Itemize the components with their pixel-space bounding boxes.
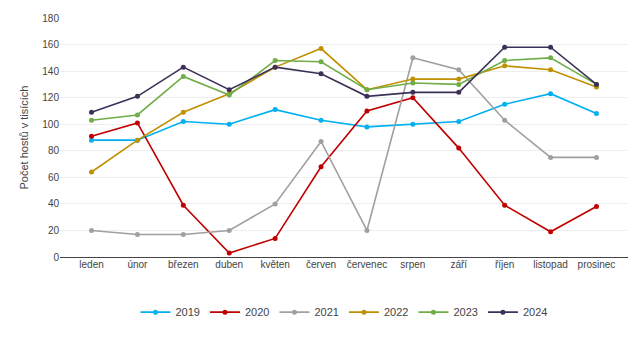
svg-text:prosinec: prosinec: [578, 259, 616, 270]
svg-text:2020: 2020: [245, 306, 269, 318]
svg-text:140: 140: [42, 66, 59, 77]
svg-text:červen: červen: [306, 259, 336, 270]
svg-text:20: 20: [48, 225, 60, 236]
svg-text:100: 100: [42, 119, 59, 130]
svg-text:2021: 2021: [314, 306, 338, 318]
svg-text:květen: květen: [260, 259, 289, 270]
svg-text:Počet hostů v tisících: Počet hostů v tisících: [18, 86, 30, 190]
svg-text:červenec: červenec: [347, 259, 388, 270]
svg-text:duben: duben: [215, 259, 243, 270]
svg-text:září: září: [450, 259, 467, 270]
svg-text:160: 160: [42, 39, 59, 50]
svg-text:0: 0: [53, 252, 59, 263]
svg-text:60: 60: [48, 172, 60, 183]
svg-text:leden: leden: [79, 259, 103, 270]
svg-text:únor: únor: [127, 259, 148, 270]
svg-text:40: 40: [48, 198, 60, 209]
svg-text:80: 80: [48, 145, 60, 156]
svg-text:listopad: listopad: [533, 259, 567, 270]
svg-text:2022: 2022: [384, 306, 408, 318]
svg-text:2019: 2019: [176, 306, 200, 318]
svg-text:2023: 2023: [453, 306, 477, 318]
svg-text:180: 180: [42, 13, 59, 24]
svg-text:2024: 2024: [523, 306, 547, 318]
svg-text:březen: březen: [168, 259, 199, 270]
svg-text:srpen: srpen: [400, 259, 425, 270]
svg-text:120: 120: [42, 92, 59, 103]
svg-text:říjen: říjen: [495, 259, 514, 270]
